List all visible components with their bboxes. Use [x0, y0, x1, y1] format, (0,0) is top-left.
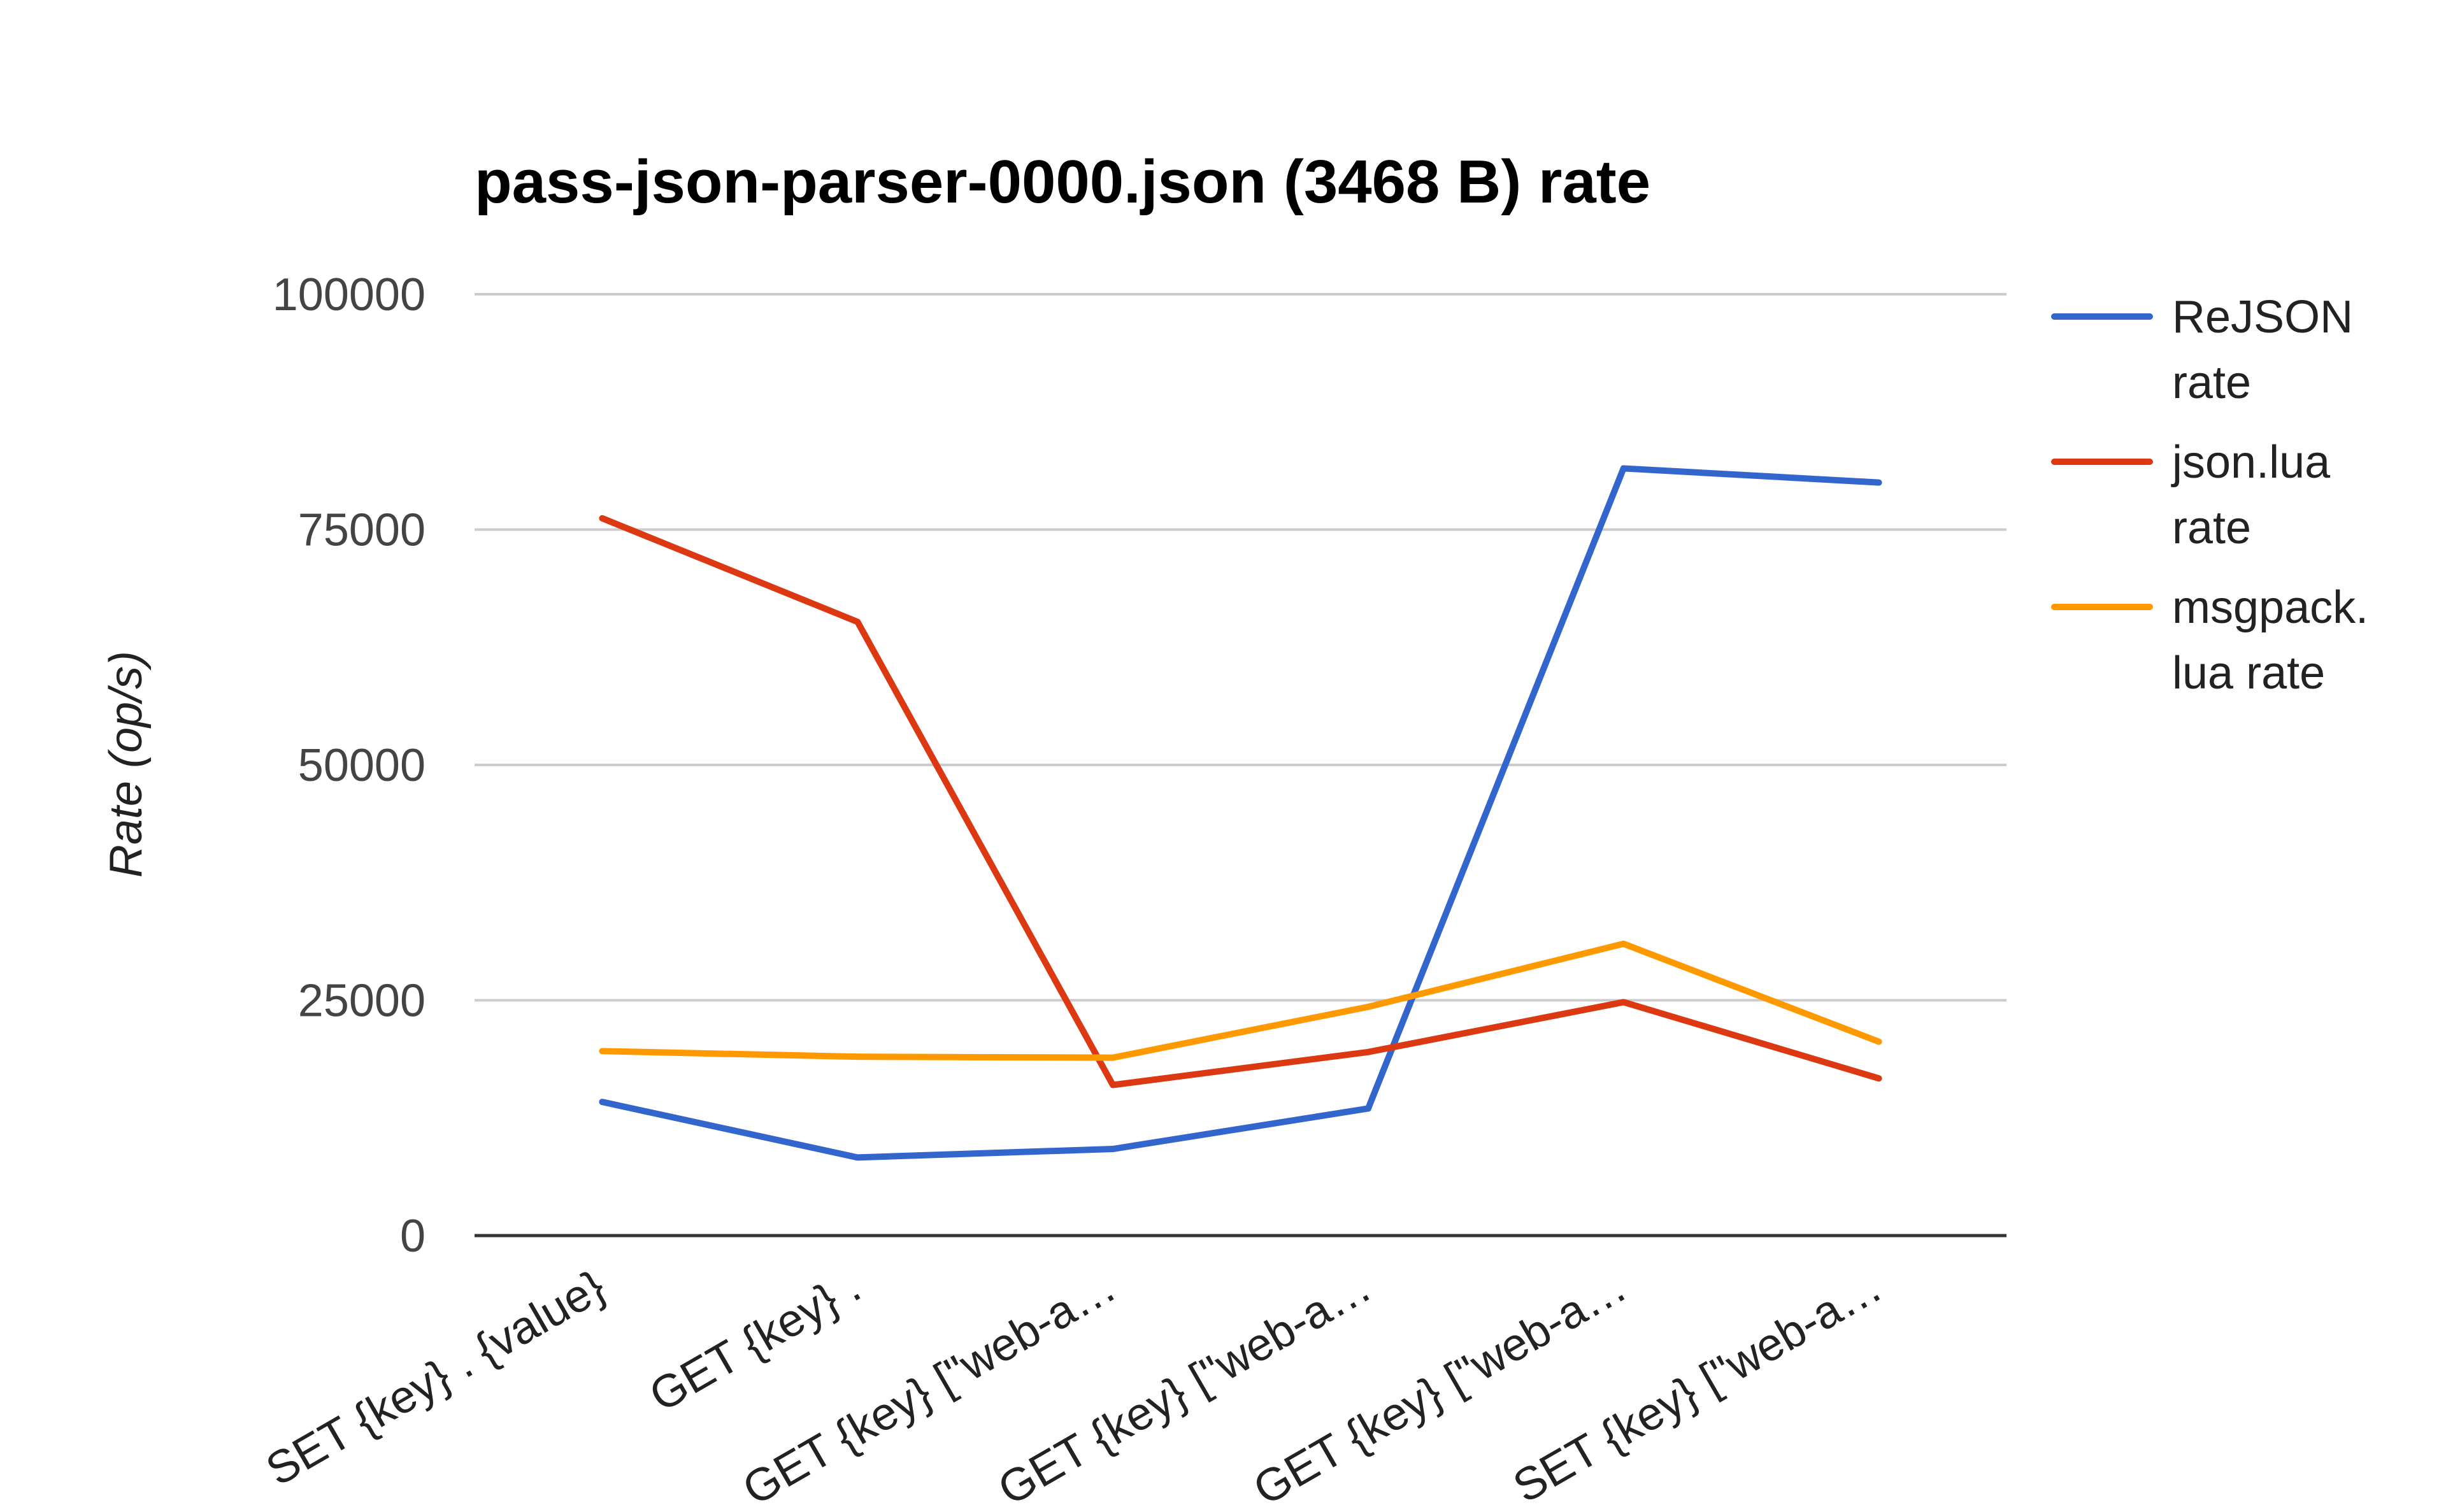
series-line-1	[599, 515, 1882, 1088]
y-tick-label: 75000	[298, 505, 426, 556]
series-line-0	[599, 465, 1882, 1161]
x-tick-label: GET {key} .	[641, 1261, 869, 1422]
y-tick-label: 50000	[298, 740, 426, 791]
chart-title: pass-json-parser-0000.json (3468 B) rate	[475, 148, 1650, 216]
legend-label: lua rate	[2172, 648, 2325, 699]
legend-label: msgpack.	[2172, 582, 2368, 633]
y-axis-label: Rate (op/s)	[101, 651, 152, 878]
x-tick-label: SET {key} . {value}	[258, 1261, 614, 1496]
y-tick-label: 100000	[273, 269, 426, 320]
y-tick-label: 25000	[298, 976, 426, 1027]
x-axis-ticks: SET {key} . {value} GET {key} .GET {key} …	[258, 1261, 1891, 1512]
legend-label: ReJSON	[2172, 292, 2353, 343]
y-tick-label: 0	[400, 1211, 426, 1262]
series-lines	[599, 465, 1882, 1161]
legend-label: rate	[2172, 503, 2251, 553]
gridlines	[475, 293, 2006, 1237]
legend-label: json.lua	[2171, 437, 2331, 488]
legend: ReJSON rate json.lua rate msgpack. lua rate	[2051, 292, 2368, 699]
series-line-2	[599, 940, 1882, 1061]
y-axis-ticks: 0 25000 50000 75000 100000	[273, 269, 426, 1262]
legend-label: rate	[2172, 357, 2251, 408]
